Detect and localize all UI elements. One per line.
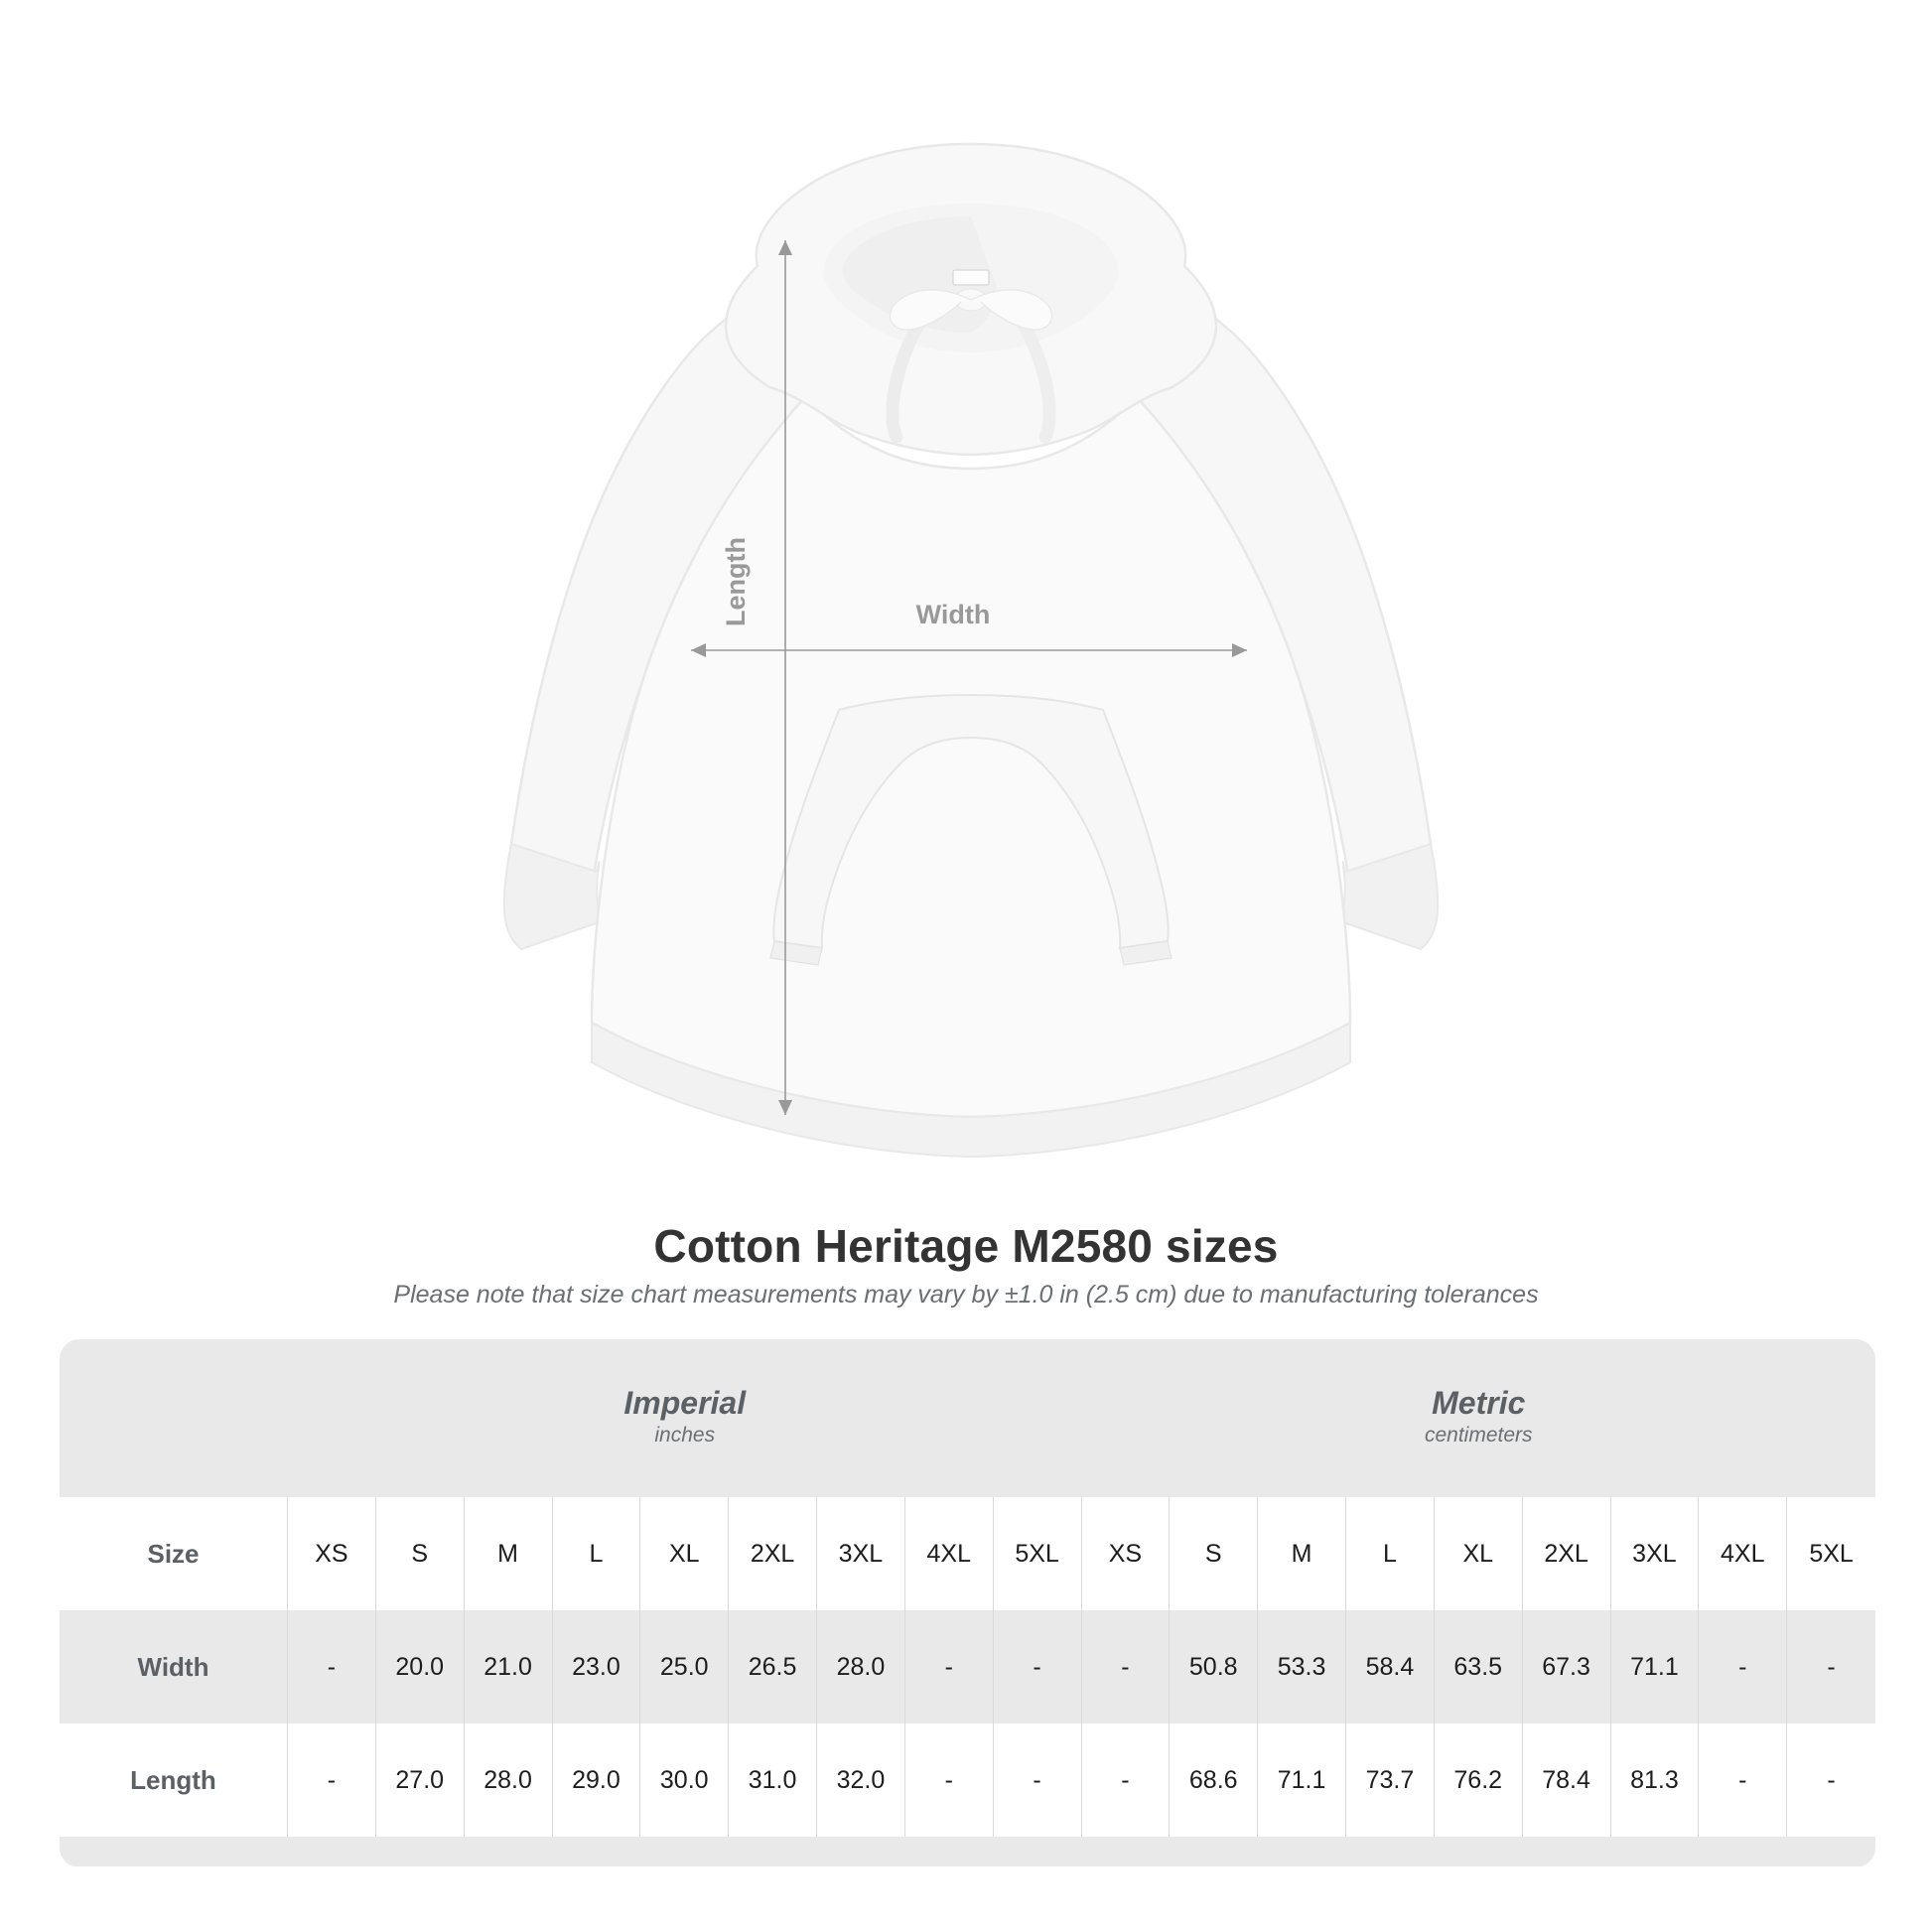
svg-text:Width: Width — [916, 600, 991, 629]
svg-text:Length: Length — [721, 537, 751, 626]
